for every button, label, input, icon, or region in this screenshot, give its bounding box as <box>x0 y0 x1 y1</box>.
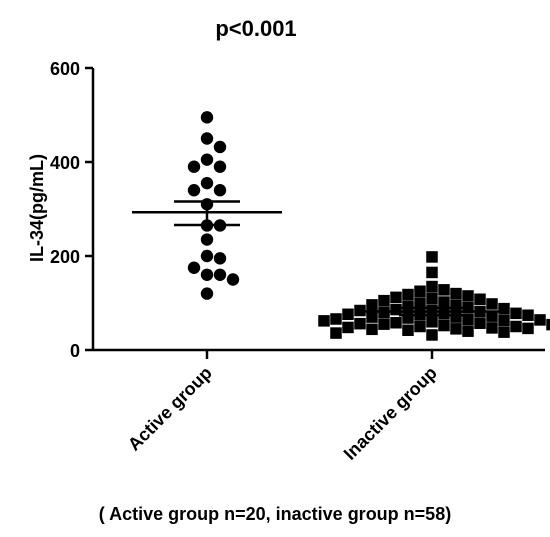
data-point <box>200 268 214 281</box>
data-point <box>200 287 214 300</box>
data-point <box>366 323 378 336</box>
data-point <box>213 184 227 197</box>
data-point <box>522 309 534 321</box>
data-point <box>426 266 438 279</box>
data-point <box>498 314 510 327</box>
data-point <box>402 300 414 313</box>
data-point <box>426 251 438 263</box>
data-point <box>438 308 450 320</box>
data-point <box>486 322 498 334</box>
y-tick-label: 0 <box>70 341 80 361</box>
data-point <box>200 153 214 166</box>
data-point <box>426 329 438 341</box>
data-point <box>462 325 474 337</box>
data-point <box>414 320 426 333</box>
data-point <box>510 307 522 320</box>
data-point <box>474 317 486 329</box>
data-point <box>426 280 438 293</box>
data-point <box>402 312 414 324</box>
data-point <box>450 311 462 323</box>
data-point <box>378 294 390 307</box>
data-point <box>342 321 354 334</box>
data-point <box>200 132 214 145</box>
footnote: ( Active group n=20, inactive group n=58… <box>99 504 451 524</box>
data-point <box>450 287 462 300</box>
data-point <box>438 296 450 308</box>
data-point <box>450 299 462 312</box>
data-point <box>213 160 227 173</box>
data-point <box>200 233 214 246</box>
data-point <box>426 292 438 305</box>
y-axis-label: IL-34(pg/mL) <box>27 154 47 262</box>
y-tick-label: 600 <box>50 59 80 79</box>
data-point <box>402 324 414 337</box>
data-point <box>390 303 402 316</box>
x-tick-label: Inactive group <box>340 363 441 464</box>
data-point <box>534 314 546 326</box>
data-point <box>486 310 498 322</box>
data-point <box>522 322 534 335</box>
data-point <box>498 302 510 315</box>
data-point <box>187 160 201 173</box>
data-point <box>438 319 450 332</box>
data-point <box>226 273 240 286</box>
data-point <box>330 313 342 325</box>
data-point <box>213 252 227 265</box>
data-point <box>462 313 474 326</box>
data-point <box>438 284 450 296</box>
data-point <box>546 318 550 331</box>
y-tick-label: 400 <box>50 153 80 173</box>
data-point <box>390 316 402 329</box>
data-point <box>498 326 510 338</box>
data-point <box>402 288 414 301</box>
data-point <box>200 176 214 190</box>
data-point <box>474 293 486 305</box>
axes: 0 200 400 600 Active group Inactive group <box>50 59 545 464</box>
data-point <box>462 290 474 302</box>
data-marks <box>132 111 550 341</box>
data-point <box>510 320 522 333</box>
data-point <box>426 316 438 328</box>
data-point <box>200 111 214 124</box>
data-point <box>366 311 378 323</box>
data-point <box>330 327 342 339</box>
data-point <box>462 301 474 314</box>
data-point <box>366 299 378 311</box>
data-point <box>414 297 426 309</box>
data-point <box>213 140 227 154</box>
data-point <box>342 308 354 321</box>
data-point <box>187 184 201 197</box>
data-point <box>354 317 366 330</box>
x-tick-label: Active group <box>124 363 216 455</box>
y-tick-label: 200 <box>50 247 80 267</box>
data-point <box>213 268 227 281</box>
data-point <box>318 315 330 327</box>
data-point <box>390 291 402 304</box>
data-point <box>414 285 426 297</box>
data-point <box>378 318 390 330</box>
data-point <box>200 249 214 263</box>
data-point <box>450 323 462 335</box>
chart-title: p<0.001 <box>215 16 296 41</box>
data-point <box>187 261 201 274</box>
data-point <box>486 298 498 310</box>
